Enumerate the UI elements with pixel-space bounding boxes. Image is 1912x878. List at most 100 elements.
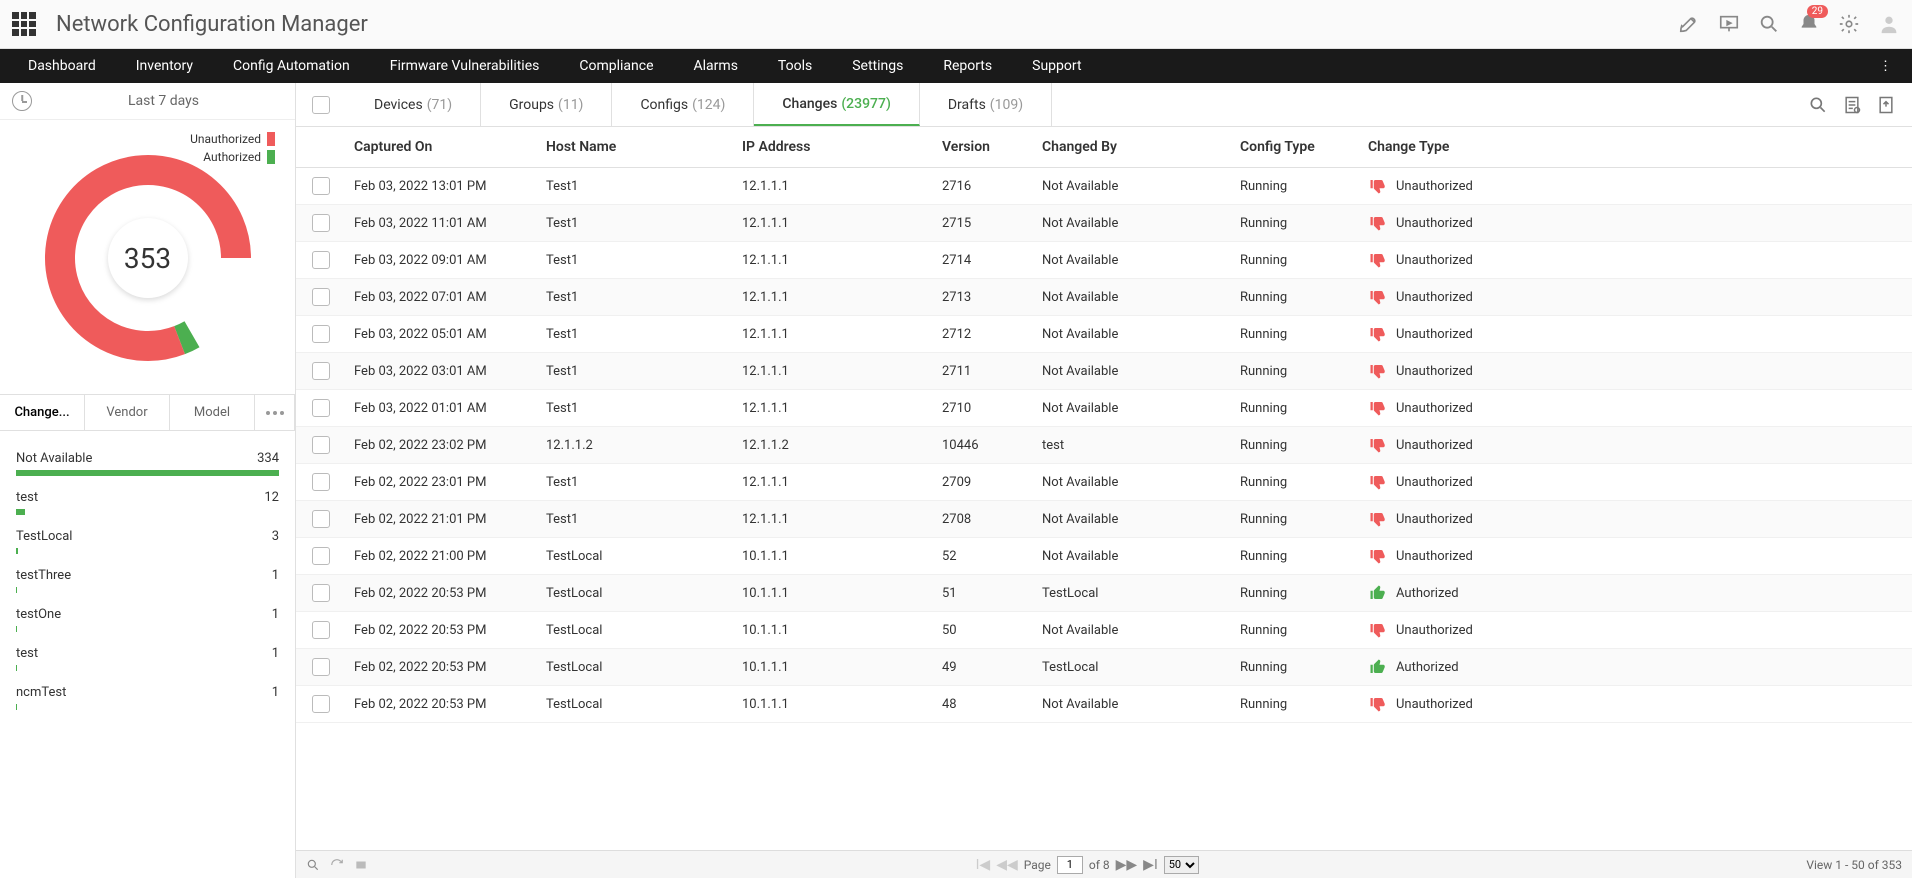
search-icon[interactable]	[1808, 95, 1828, 115]
table-row[interactable]: Feb 03, 2022 01:01 AMTest112.1.1.12710No…	[296, 390, 1912, 427]
row-checkbox[interactable]	[312, 288, 330, 306]
sidebar-period[interactable]: Last 7 days	[0, 83, 295, 120]
bar-row[interactable]: testOne1	[16, 607, 279, 632]
thumb-down-icon	[1368, 214, 1388, 232]
cell-changed-by: Not Available	[1042, 327, 1240, 342]
bar-row[interactable]: test1	[16, 646, 279, 671]
select-all-checkbox[interactable]	[312, 96, 330, 114]
row-checkbox[interactable]	[312, 362, 330, 380]
table-row[interactable]: Feb 02, 2022 23:01 PMTest112.1.1.12709No…	[296, 464, 1912, 501]
row-checkbox[interactable]	[312, 177, 330, 195]
col-header-ip[interactable]: IP Address	[742, 139, 942, 155]
thumb-up-icon	[1368, 584, 1388, 602]
apps-grid-icon[interactable]	[12, 12, 36, 36]
row-checkbox[interactable]	[312, 510, 330, 528]
app-title: Network Configuration Manager	[56, 12, 1678, 37]
bar-row[interactable]: ncmTest1	[16, 685, 279, 710]
table-row[interactable]: Feb 02, 2022 21:01 PMTest112.1.1.12708No…	[296, 501, 1912, 538]
content-tab-groups[interactable]: Groups (11)	[481, 83, 612, 126]
table-row[interactable]: Feb 02, 2022 20:53 PMTestLocal10.1.1.150…	[296, 612, 1912, 649]
row-checkbox[interactable]	[312, 473, 330, 491]
table-row[interactable]: Feb 02, 2022 20:53 PMTestLocal10.1.1.148…	[296, 686, 1912, 723]
col-header-captured[interactable]: Captured On	[346, 139, 546, 155]
cell-ip: 12.1.1.2	[742, 438, 942, 453]
nav-support[interactable]: Support	[1012, 49, 1101, 83]
row-checkbox[interactable]	[312, 695, 330, 713]
bar-value: 1	[272, 685, 279, 700]
bar-row[interactable]: test12	[16, 490, 279, 515]
row-checkbox[interactable]	[312, 547, 330, 565]
report-icon[interactable]	[1842, 95, 1862, 115]
content-tab-drafts[interactable]: Drafts (109)	[920, 83, 1052, 126]
cell-captured: Feb 02, 2022 20:53 PM	[346, 660, 546, 675]
cell-changed-by: Not Available	[1042, 290, 1240, 305]
search-icon[interactable]	[1758, 13, 1780, 35]
nav-dashboard[interactable]: Dashboard	[8, 49, 116, 83]
pager-first[interactable]: I◀	[976, 857, 991, 873]
table-row[interactable]: Feb 03, 2022 03:01 AMTest112.1.1.12711No…	[296, 353, 1912, 390]
col-header-host[interactable]: Host Name	[546, 139, 742, 155]
cell-captured: Feb 03, 2022 03:01 AM	[346, 364, 546, 379]
sidebar-tab-vendor[interactable]: Vendor	[85, 395, 170, 430]
cell-changed-by: Not Available	[1042, 179, 1240, 194]
nav-tools[interactable]: Tools	[758, 49, 832, 83]
table-row[interactable]: Feb 03, 2022 07:01 AMTest112.1.1.12713No…	[296, 279, 1912, 316]
pager-last[interactable]: ▶I	[1143, 857, 1158, 873]
bar-value: 12	[264, 490, 279, 505]
pager-next[interactable]: ▶▶	[1116, 857, 1138, 873]
row-checkbox[interactable]	[312, 399, 330, 417]
table-row[interactable]: Feb 03, 2022 09:01 AMTest112.1.1.12714No…	[296, 242, 1912, 279]
presentation-icon[interactable]	[1718, 13, 1740, 35]
row-checkbox[interactable]	[312, 436, 330, 454]
columns-icon[interactable]	[354, 858, 368, 872]
page-size-select[interactable]: 50	[1164, 856, 1199, 874]
bar-row[interactable]: testThree1	[16, 568, 279, 593]
nav-config-automation[interactable]: Config Automation	[213, 49, 370, 83]
nav-inventory[interactable]: Inventory	[116, 49, 213, 83]
table-row[interactable]: Feb 02, 2022 20:53 PMTestLocal10.1.1.151…	[296, 575, 1912, 612]
row-checkbox[interactable]	[312, 251, 330, 269]
sidebar-tab-more[interactable]	[255, 395, 295, 430]
row-checkbox[interactable]	[312, 658, 330, 676]
row-checkbox[interactable]	[312, 621, 330, 639]
content-tab-changes[interactable]: Changes (23977)	[754, 83, 919, 126]
refresh-icon[interactable]	[330, 858, 344, 872]
table-row[interactable]: Feb 03, 2022 11:01 AMTest112.1.1.12715No…	[296, 205, 1912, 242]
page-input[interactable]	[1057, 856, 1083, 874]
content-tab-devices[interactable]: Devices (71)	[346, 83, 481, 126]
sidebar-tab-model[interactable]: Model	[170, 395, 255, 430]
bar-row[interactable]: Not Available334	[16, 451, 279, 476]
col-header-config[interactable]: Config Type	[1240, 139, 1368, 155]
table-row[interactable]: Feb 03, 2022 05:01 AMTest112.1.1.12712No…	[296, 316, 1912, 353]
table-row[interactable]: Feb 02, 2022 21:00 PMTestLocal10.1.1.152…	[296, 538, 1912, 575]
gear-icon[interactable]	[1838, 13, 1860, 35]
table-row[interactable]: Feb 02, 2022 20:53 PMTestLocal10.1.1.149…	[296, 649, 1912, 686]
nav-compliance[interactable]: Compliance	[559, 49, 673, 83]
bar-row[interactable]: TestLocal3	[16, 529, 279, 554]
row-checkbox[interactable]	[312, 214, 330, 232]
cell-ip: 12.1.1.1	[742, 401, 942, 416]
nav-reports[interactable]: Reports	[923, 49, 1012, 83]
table-row[interactable]: Feb 02, 2022 23:02 PM12.1.1.212.1.1.2104…	[296, 427, 1912, 464]
row-checkbox[interactable]	[312, 584, 330, 602]
export-icon[interactable]	[1876, 95, 1896, 115]
pager-prev[interactable]: ◀◀	[996, 857, 1018, 873]
col-header-changed[interactable]: Changed By	[1042, 139, 1240, 155]
col-header-version[interactable]: Version	[942, 139, 1042, 155]
sidebar-tab-change[interactable]: Change...	[0, 395, 85, 430]
footer-search-icon[interactable]	[306, 858, 320, 872]
cell-config-type: Running	[1240, 549, 1368, 564]
row-checkbox[interactable]	[312, 325, 330, 343]
user-icon[interactable]	[1878, 13, 1900, 35]
nav-more-icon[interactable]: ⋮	[1867, 59, 1904, 74]
cell-version: 2713	[942, 290, 1042, 305]
nav-alarms[interactable]: Alarms	[674, 49, 758, 83]
notifications-icon[interactable]: 29	[1798, 13, 1820, 35]
content-tab-configs[interactable]: Configs (124)	[612, 83, 754, 126]
nav-settings[interactable]: Settings	[832, 49, 923, 83]
table-row[interactable]: Feb 03, 2022 13:01 PMTest112.1.1.12716No…	[296, 168, 1912, 205]
nav-firmware-vulnerabilities[interactable]: Firmware Vulnerabilities	[370, 49, 560, 83]
cell-change-type: Authorized	[1368, 658, 1912, 676]
col-header-change[interactable]: Change Type	[1368, 139, 1912, 155]
rocket-icon[interactable]	[1678, 13, 1700, 35]
